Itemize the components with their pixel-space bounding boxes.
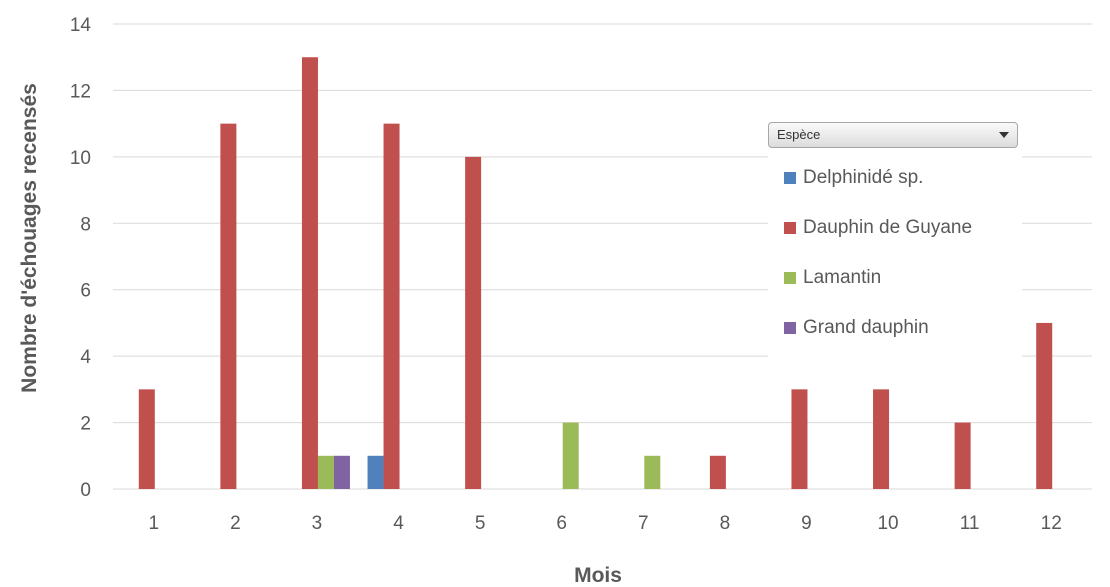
legend-item-dauphin-de-guyane: Dauphin de Guyane bbox=[784, 217, 972, 239]
legend-swatch bbox=[784, 322, 796, 334]
y-tick-label: 12 bbox=[70, 81, 91, 102]
y-tick-label: 8 bbox=[80, 214, 91, 235]
x-tick-label: 10 bbox=[877, 513, 898, 534]
legend-item-delphinide: Delphinidé sp. bbox=[784, 167, 923, 189]
y-tick-labels: 0 2 4 6 8 10 12 14 bbox=[70, 15, 92, 501]
x-tick-label: 6 bbox=[556, 513, 567, 534]
x-tick-label: 1 bbox=[149, 513, 160, 534]
bar bbox=[367, 455, 384, 489]
x-tick-label: 11 bbox=[960, 513, 980, 534]
x-tick-label: 8 bbox=[720, 513, 731, 534]
x-axis-title: Mois bbox=[574, 564, 622, 587]
dropdown-arrow-icon[interactable] bbox=[999, 132, 1009, 138]
bar bbox=[873, 389, 890, 489]
bar bbox=[383, 123, 400, 490]
bar bbox=[1036, 322, 1053, 489]
y-tick-label: 2 bbox=[80, 414, 91, 435]
y-tick-label: 4 bbox=[80, 347, 91, 368]
x-tick-label: 12 bbox=[1041, 513, 1062, 534]
bars bbox=[138, 57, 1053, 490]
x-tick-labels: 1 2 3 4 5 6 7 8 9 10 11 12 bbox=[149, 513, 1062, 534]
bar bbox=[562, 422, 579, 489]
bar bbox=[220, 123, 237, 490]
x-tick-label: 2 bbox=[230, 513, 241, 534]
legend-label: Grand dauphin bbox=[803, 317, 929, 338]
bar bbox=[317, 455, 334, 489]
y-tick-label: 10 bbox=[70, 148, 91, 169]
bar bbox=[138, 389, 155, 489]
x-tick-label: 3 bbox=[312, 513, 323, 534]
legend-label: Dauphin de Guyane bbox=[803, 217, 973, 238]
x-tick-label: 9 bbox=[801, 513, 812, 534]
legend: Espèce Delphinidé sp. Dauphin de Guyane … bbox=[768, 122, 1022, 362]
legend-filter-button[interactable]: Espèce bbox=[768, 122, 1018, 148]
bar bbox=[301, 57, 318, 489]
legend-swatch bbox=[784, 172, 796, 184]
bar bbox=[644, 455, 661, 489]
bar bbox=[954, 422, 971, 489]
bar bbox=[791, 389, 808, 489]
y-tick-label: 0 bbox=[80, 480, 91, 501]
legend-item-lamantin: Lamantin bbox=[784, 267, 881, 289]
legend-item-grand-dauphin: Grand dauphin bbox=[784, 317, 929, 339]
y-tick-label: 14 bbox=[70, 15, 92, 36]
legend-swatch bbox=[784, 272, 796, 284]
x-tick-label: 7 bbox=[638, 513, 649, 534]
bar bbox=[709, 455, 726, 489]
legend-label: Lamantin bbox=[803, 267, 882, 288]
bar bbox=[465, 156, 482, 489]
legend-filter-label: Espèce bbox=[777, 127, 821, 142]
y-axis-title: Nombre d'échouages recensés bbox=[18, 83, 41, 393]
x-tick-label: 4 bbox=[393, 513, 404, 534]
y-tick-label: 6 bbox=[80, 281, 91, 302]
x-tick-label: 5 bbox=[475, 513, 486, 534]
legend-swatch bbox=[784, 222, 796, 234]
legend-label: Delphinidé sp. bbox=[803, 167, 924, 188]
bar bbox=[333, 455, 350, 489]
